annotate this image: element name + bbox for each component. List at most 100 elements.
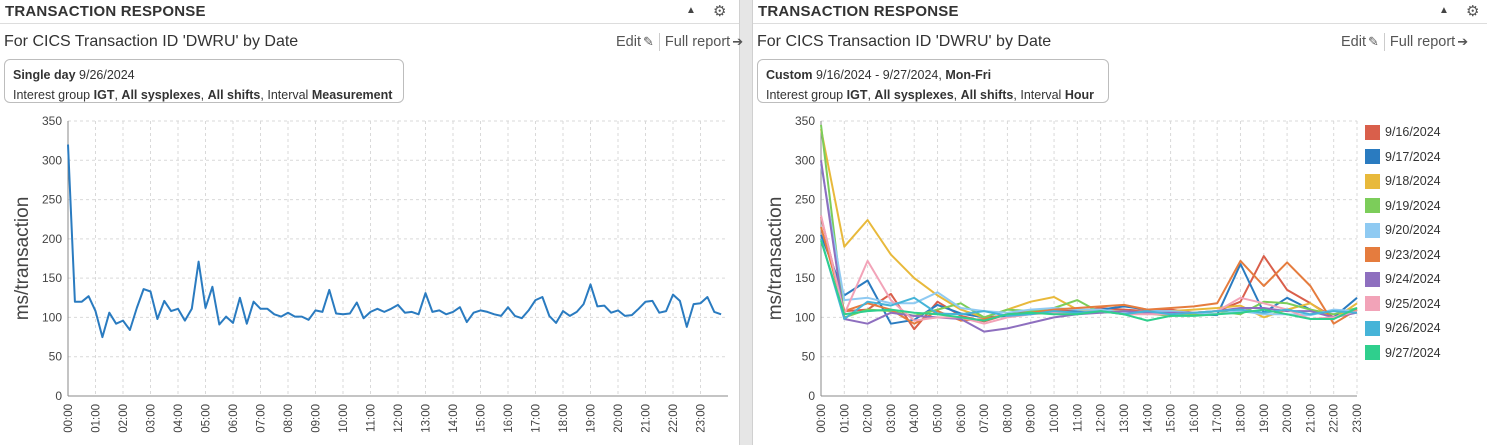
y-tick-label: 300 <box>795 153 815 167</box>
filter-prefix: Interest group <box>766 88 844 102</box>
series-line[interactable] <box>820 240 1358 322</box>
edit-icon: ✎ <box>1368 33 1379 49</box>
edit-button[interactable]: Edit ✎ <box>616 34 654 50</box>
y-tick-label: 350 <box>42 114 62 128</box>
x-tick-label: 14:00 <box>1142 404 1154 433</box>
legend-item[interactable]: 9/24/2024 <box>1365 267 1441 292</box>
x-tick-label: 04:00 <box>173 404 185 433</box>
legend-swatch <box>1365 271 1380 287</box>
x-tick-label: 20:00 <box>613 404 625 433</box>
triangle-up-icon[interactable]: ▲ <box>1439 5 1449 16</box>
panel-divider[interactable] <box>739 0 753 445</box>
gear-icon[interactable]: ⚙ <box>713 3 727 20</box>
panel-title: TRANSACTION RESPONSE <box>758 3 959 20</box>
x-tick-label: 16:00 <box>503 404 515 433</box>
legend-swatch <box>1365 173 1380 189</box>
legend-item[interactable]: 9/23/2024 <box>1365 243 1441 268</box>
legend-item[interactable]: 9/19/2024 <box>1365 194 1441 219</box>
triangle-up-icon[interactable]: ▲ <box>686 5 696 16</box>
y-tick-label: 350 <box>795 114 815 128</box>
x-tick-label: 15:00 <box>1166 404 1178 433</box>
interval-label: Interval <box>267 88 309 102</box>
y-tick-label: 0 <box>808 389 815 403</box>
full-report-button[interactable]: Full report ➔ <box>1390 34 1468 50</box>
legend-label: 9/17/2024 <box>1385 149 1441 164</box>
line-chart[interactable]: 0 50 100 150 200 250 300 350 00:00 01:00 02:00 03:0… <box>0 108 739 445</box>
shifts: All shifts <box>960 88 1014 102</box>
x-tick-label: 09:00 <box>1026 404 1038 433</box>
y-tick-label: 300 <box>42 153 62 167</box>
x-tick-label: 19:00 <box>586 404 598 433</box>
gear-icon[interactable]: ⚙ <box>1466 3 1480 20</box>
full-report-button[interactable]: Full report ➔ <box>665 34 743 50</box>
x-tick-label: 14:00 <box>448 404 460 433</box>
x-tick-label: 17:00 <box>1212 404 1224 433</box>
range-dates: 9/16/2024 - 9/27/2024, <box>816 68 942 82</box>
legend-label: 9/24/2024 <box>1385 272 1441 287</box>
full-report-label: Full report <box>1389 33 1456 50</box>
y-tick-label: 250 <box>795 193 815 207</box>
line-chart[interactable]: 0 50 100 150 200 250 300 350 00:00 01:00 02:00 03:0… <box>753 108 1487 445</box>
legend-item[interactable]: 9/25/2024 <box>1365 292 1441 317</box>
series-line[interactable] <box>820 226 1358 325</box>
series-line[interactable] <box>820 124 1358 319</box>
x-tick-label: 00:00 <box>816 404 828 433</box>
interval-value: Measurement <box>311 88 393 102</box>
x-tick-label: 08:00 <box>1002 404 1014 433</box>
legend-item[interactable]: 9/20/2024 <box>1365 218 1441 243</box>
x-tick-label: 03:00 <box>146 404 158 433</box>
x-tick-label: 19:00 <box>1259 404 1271 433</box>
legend-item[interactable]: 9/26/2024 <box>1365 316 1441 341</box>
y-tick-label: 50 <box>802 350 816 364</box>
x-tick-label: 16:00 <box>1189 404 1201 433</box>
y-tick-label: 200 <box>795 232 815 246</box>
legend-label: 9/16/2024 <box>1385 125 1441 140</box>
panel-actions: Edit ✎ Full report ➔ <box>616 33 743 51</box>
x-tick-label: 18:00 <box>558 404 570 433</box>
edit-label: Edit <box>616 33 641 50</box>
legend-item[interactable]: 9/17/2024 <box>1365 145 1441 170</box>
y-axis-label: ms/transaction <box>12 197 33 321</box>
legend-item[interactable]: 9/16/2024 <box>1365 120 1441 145</box>
x-tick-label: 06:00 <box>228 404 240 433</box>
series-line[interactable] <box>820 128 1358 320</box>
x-tick-label: 17:00 <box>531 404 543 433</box>
x-tick-label: 07:00 <box>256 404 268 433</box>
x-tick-label: 11:00 <box>366 404 378 432</box>
y-tick-label: 0 <box>55 389 62 403</box>
chart-subtitle: For CICS Transaction ID 'DWRU' by Date <box>4 33 299 50</box>
series-line[interactable] <box>820 164 1358 317</box>
report-parameters-box[interactable]: Custom 9/16/2024 - 9/27/2024, Mon-Fri In… <box>757 59 1109 103</box>
series-line[interactable] <box>67 144 722 339</box>
x-tick-label: 20:00 <box>1282 404 1294 433</box>
interval-value: Hour <box>1064 88 1094 102</box>
x-tick-label: 05:00 <box>933 404 945 433</box>
filter-line: Interest group IGT, All sysplexes, All s… <box>766 88 1094 102</box>
x-tick-label: 12:00 <box>393 404 405 433</box>
x-tick-label: 02:00 <box>118 404 130 433</box>
panel-actions: Edit ✎ Full report ➔ <box>1341 33 1468 51</box>
legend-swatch <box>1365 124 1380 140</box>
panel-left: TRANSACTION RESPONSE ▲ ⚙ For CICS Transa… <box>0 0 743 445</box>
x-tick-label: 05:00 <box>201 404 213 433</box>
report-parameters-box[interactable]: Single day 9/26/2024 Interest group IGT,… <box>4 59 404 103</box>
arrow-right-circle-icon: ➔ <box>1457 33 1469 49</box>
x-tick-label: 22:00 <box>668 404 680 433</box>
x-tick-label: 00:00 <box>63 404 75 433</box>
x-tick-label: 22:00 <box>1329 404 1341 433</box>
filter-line: Interest group IGT, All sysplexes, All s… <box>13 88 393 102</box>
x-tick-label: 21:00 <box>641 404 653 433</box>
shifts: All shifts <box>207 88 261 102</box>
edit-button[interactable]: Edit ✎ <box>1341 34 1379 50</box>
x-tick-label: 12:00 <box>1096 404 1108 433</box>
sysplex: All sysplexes <box>121 88 201 102</box>
legend-swatch <box>1365 320 1380 336</box>
x-tick-label: 02:00 <box>863 404 875 433</box>
legend-item[interactable]: 9/18/2024 <box>1365 169 1441 194</box>
legend-label: 9/18/2024 <box>1385 174 1441 189</box>
range-type: Single day <box>13 68 76 82</box>
legend-item[interactable]: 9/27/2024 <box>1365 341 1441 366</box>
x-tick-label: 03:00 <box>886 404 898 433</box>
separator <box>658 33 660 51</box>
range-dates: 9/26/2024 <box>79 68 135 82</box>
